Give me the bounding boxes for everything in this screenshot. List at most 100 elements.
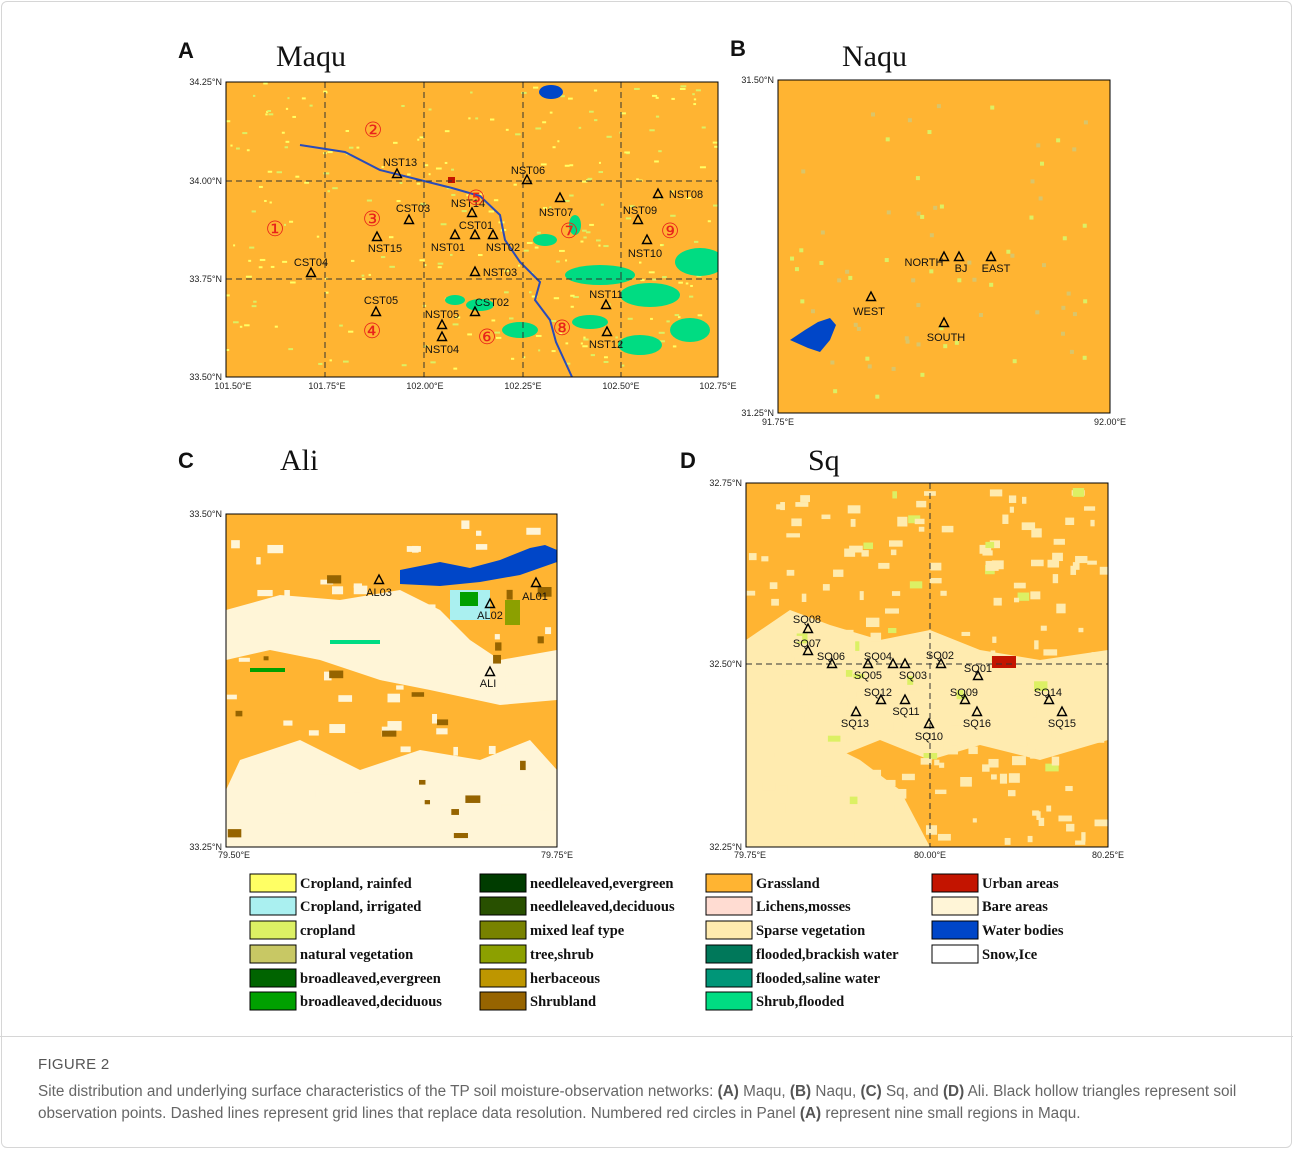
land-speck [453, 368, 457, 370]
land-speck [450, 254, 453, 256]
land-speck [362, 275, 365, 277]
land-speck [253, 301, 256, 303]
station-label: NST04 [425, 344, 459, 356]
land-speck [533, 87, 538, 89]
land-speck [538, 349, 540, 351]
land-speck [650, 318, 653, 320]
land-speck [799, 715, 805, 723]
land-speck [960, 777, 972, 787]
land-speck [451, 809, 459, 815]
land-speck [554, 297, 559, 299]
station-label: SQ16 [963, 718, 991, 730]
land-speck [802, 594, 807, 602]
land-speck [381, 256, 385, 258]
land-speck [356, 147, 359, 149]
land-speck [304, 182, 309, 184]
land-speck [770, 582, 778, 589]
land-speck [1043, 649, 1057, 655]
land-speck [708, 220, 711, 222]
land-speck [892, 367, 896, 371]
land-speck [626, 217, 631, 219]
land-speck [801, 169, 805, 173]
station-label: EAST [982, 263, 1011, 275]
land-speck [284, 781, 293, 786]
land-speck [1014, 598, 1019, 603]
land-speck [854, 323, 858, 327]
station-label: WEST [853, 306, 885, 318]
land-speck [848, 276, 852, 280]
land-patch [445, 295, 465, 305]
station-label: NST03 [483, 267, 517, 279]
station-label: SQ12 [864, 687, 892, 699]
legend-label: Cropland, rainfed [300, 876, 412, 892]
land-speck [316, 775, 331, 780]
land-speck [425, 164, 428, 166]
land-speck [420, 136, 424, 138]
station-label: NST11 [589, 289, 622, 301]
land-speck [290, 281, 296, 283]
land-speck [916, 501, 926, 507]
legend-swatch [480, 969, 526, 987]
land-speck [790, 257, 794, 261]
legend-swatch [250, 921, 296, 939]
lon-label: 79.75°E [734, 850, 766, 860]
land-speck [1014, 583, 1026, 589]
land-speck [990, 106, 994, 110]
land-speck [935, 790, 946, 794]
land-speck [1063, 688, 1076, 695]
land-speck [393, 142, 398, 144]
land-speck [436, 168, 442, 170]
land-speck [538, 789, 550, 797]
land-speck [267, 110, 271, 112]
land-speck [878, 563, 889, 569]
land-speck [698, 314, 703, 316]
lon-label: 79.75°E [541, 850, 573, 860]
station-label: AL03 [366, 587, 392, 599]
land-speck [603, 245, 608, 247]
land-speck [979, 313, 983, 317]
land-speck [792, 728, 797, 732]
land-speck [400, 182, 403, 184]
land-speck [252, 305, 257, 307]
land-speck [1030, 591, 1040, 599]
land-speck [785, 677, 792, 684]
land-speck [1081, 832, 1085, 841]
land-speck [599, 171, 603, 173]
lat-label: 31.50°N [741, 75, 774, 85]
land-speck [800, 841, 811, 847]
land-speck [927, 130, 931, 134]
land-speck [860, 591, 864, 600]
land-speck [943, 344, 947, 348]
station-label: SQ11 [892, 706, 919, 718]
lat-label: 34.00°N [189, 176, 222, 186]
station-label: CST04 [294, 257, 328, 269]
legend-label: Bare areas [982, 899, 1048, 915]
land-speck [259, 266, 263, 268]
land-speck [542, 121, 546, 123]
land-speck [991, 774, 997, 779]
land-speck [566, 342, 569, 344]
legend-label: flooded,saline water [756, 971, 881, 987]
land-speck [758, 705, 765, 714]
land-speck [249, 247, 254, 249]
land-speck [283, 720, 292, 725]
land-speck [227, 695, 237, 700]
land-speck [1073, 488, 1084, 497]
land-speck [791, 518, 801, 526]
land-speck [551, 838, 557, 845]
land-speck [652, 95, 657, 97]
legend-swatch [706, 992, 752, 1010]
land-speck [339, 325, 343, 327]
station-label: SQ03 [899, 670, 927, 682]
land-speck [604, 356, 608, 358]
land-speck [957, 278, 961, 282]
land-speck [430, 361, 435, 363]
legend-swatch [706, 969, 752, 987]
land-speck [540, 833, 545, 841]
land-speck [310, 105, 313, 107]
legend-swatch [480, 874, 526, 892]
station-label: CST02 [475, 297, 509, 309]
land-speck [1073, 562, 1080, 570]
land-speck [284, 590, 290, 596]
